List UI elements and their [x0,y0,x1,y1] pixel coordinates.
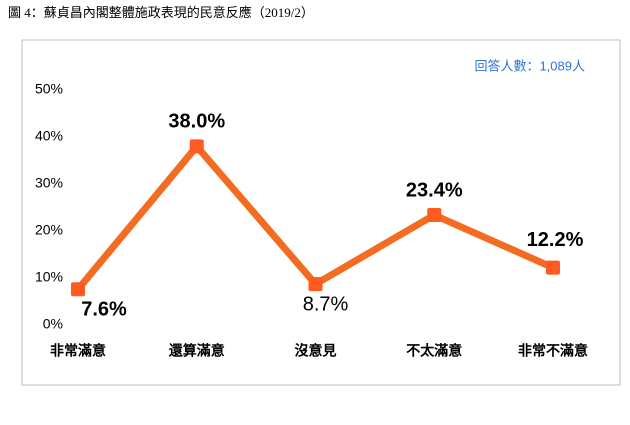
data-line [75,142,555,292]
data-point [546,260,560,275]
y-tick-label: 40% [35,128,63,144]
data-label: 12.2% [527,229,584,251]
data-label: 7.6% [81,299,127,321]
data-point [71,282,85,297]
y-tick-label: 50% [35,81,63,97]
data-point [427,208,442,223]
x-tick-label: 不太滿意 [406,343,462,359]
data-label: 38.0% [168,111,225,133]
data-label: 8.7% [303,293,349,315]
y-tick-label: 20% [35,222,63,238]
x-tick-label: 沒意見 [295,343,337,359]
x-tick-label: 還算滿意 [169,343,225,359]
data-label: 23.4% [406,179,463,201]
y-tick-label: 10% [35,269,63,285]
chart-frame [21,39,621,386]
annotation: 回答人數：1,089人 [474,58,585,73]
data-point [308,277,323,292]
x-tick-label: 非常不滿意 [518,343,588,359]
y-tick-label: 0% [43,316,63,332]
data-point [189,139,204,154]
chart-title: 圖 4：蘇貞昌內閣整體施政表現的民意反應（2019/2） [8,5,314,20]
x-tick-label: 非常滿意 [50,343,106,359]
y-tick-label: 30% [35,175,63,191]
